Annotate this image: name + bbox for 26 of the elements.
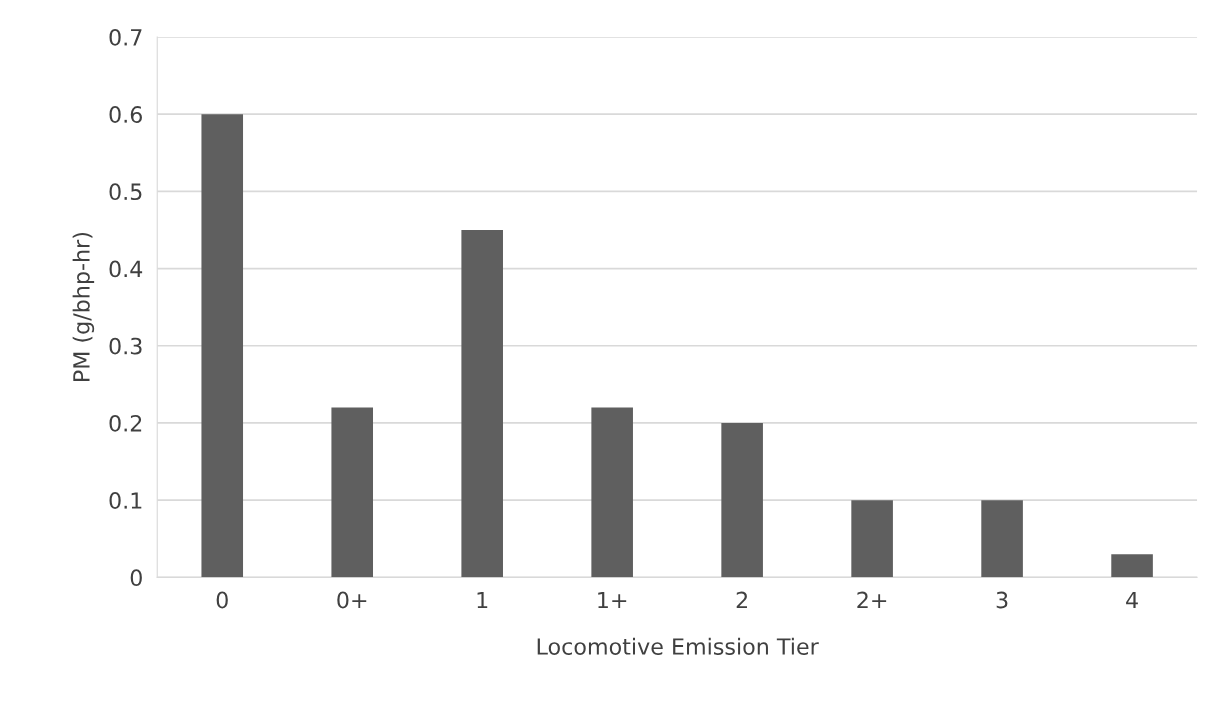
y-tick-label: 0 [130, 569, 142, 587]
x-tick-label: 2+ [857, 591, 887, 609]
bar [331, 407, 374, 578]
bar [851, 500, 893, 578]
x-tick-label: 3 [996, 591, 1008, 609]
x-tick-label: 1 [477, 591, 488, 609]
y-tick-label: 0.1 [109, 492, 142, 509]
y-tick-label: 0.6 [109, 106, 142, 123]
y-tick-label: 0.3 [109, 337, 142, 355]
bar [591, 407, 633, 578]
bar [461, 229, 503, 578]
y-tick-label: 0.2 [109, 414, 142, 432]
bar [721, 422, 763, 578]
bar [1111, 554, 1153, 578]
x-tick-label: 0 [216, 591, 228, 609]
bar [201, 114, 244, 578]
x-tick-label: 1+ [598, 591, 627, 609]
bar [981, 500, 1023, 578]
x-tick-label: 4 [1126, 591, 1138, 609]
y-axis-title: PM (g/bhp-hr) [72, 233, 95, 382]
x-tick-label: 2 [736, 591, 747, 609]
y-tick-label: 0.4 [109, 260, 143, 278]
x-axis-title: Locomotive Emission Tier [537, 637, 819, 655]
y-tick-label: 0.7 [109, 28, 142, 46]
x-tick-label: 0+ [337, 591, 367, 609]
y-tick-label: 0.5 [109, 183, 142, 201]
